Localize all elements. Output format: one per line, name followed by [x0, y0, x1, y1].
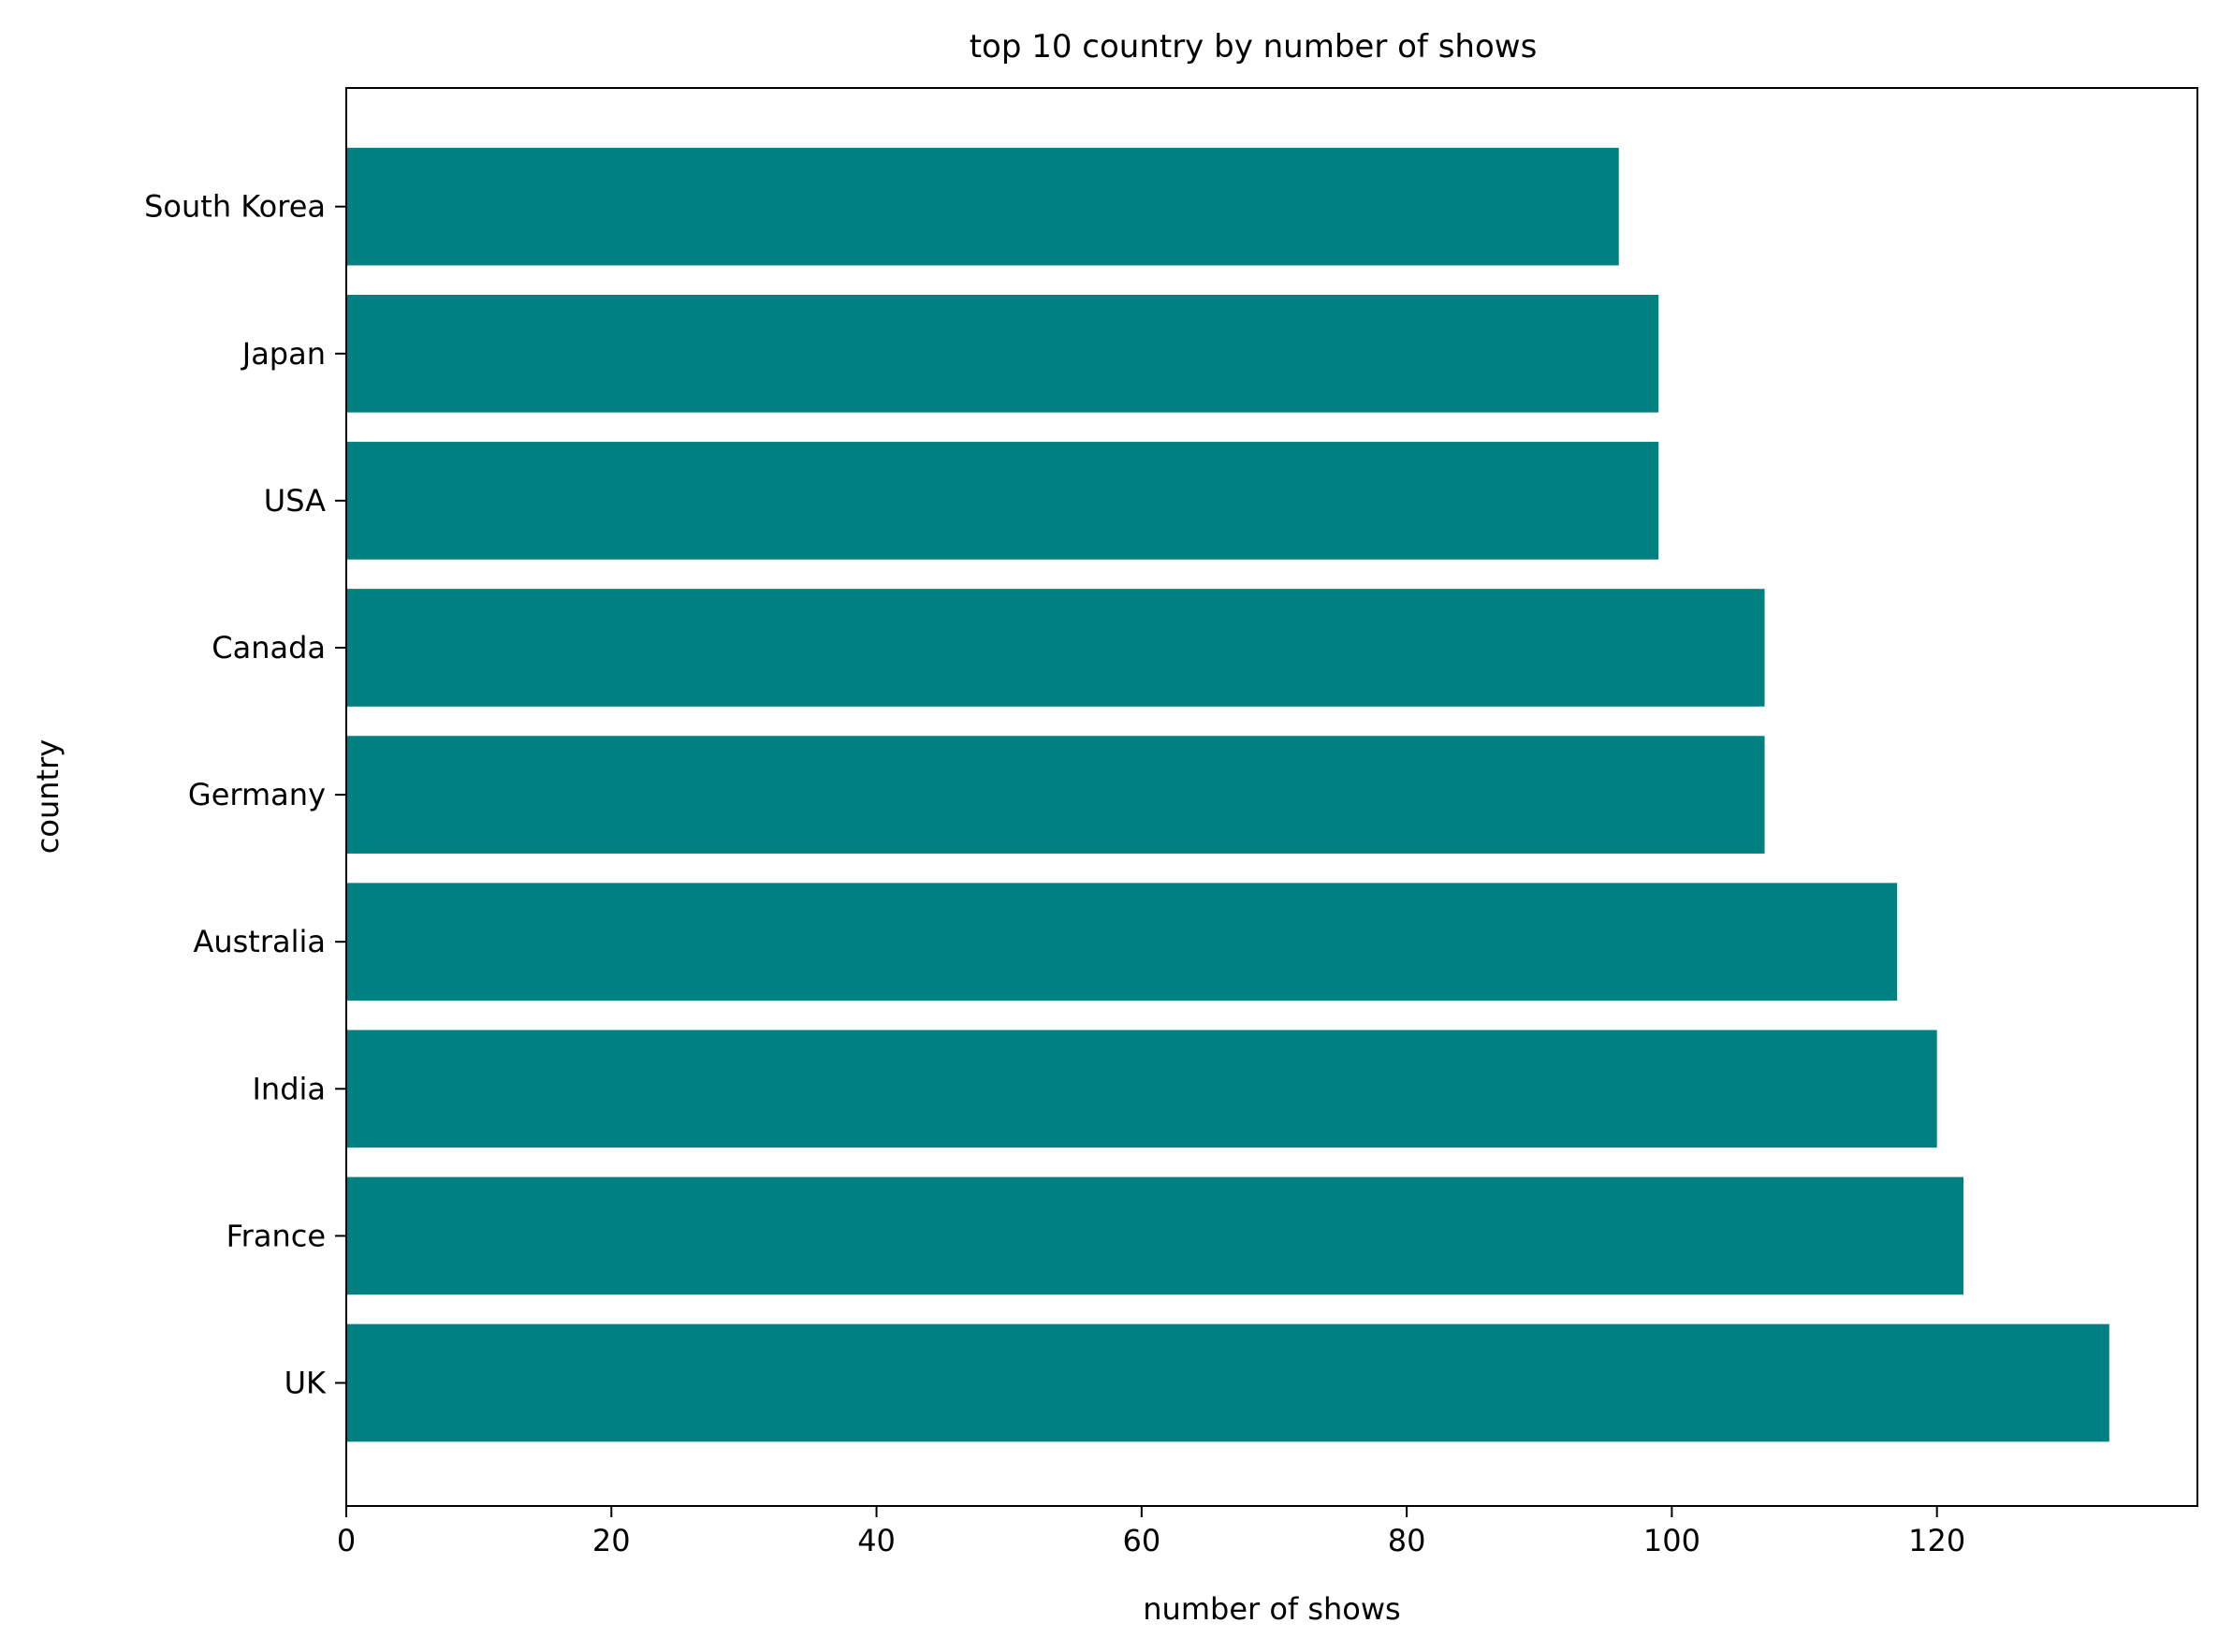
- y-axis-label: country: [30, 739, 66, 854]
- x-tick-label: 20: [592, 1523, 631, 1558]
- bar-uk: [346, 1323, 2109, 1442]
- bars-group: [346, 147, 2109, 1442]
- bar-usa: [346, 442, 1659, 560]
- x-tick-label: 80: [1388, 1523, 1426, 1558]
- y-tick-label-germany: Germany: [188, 777, 326, 812]
- y-tick-label-uk: UK: [285, 1366, 327, 1401]
- y-axis-ticks: UK France India Australia Germany Canada USA Ja…: [144, 189, 346, 1401]
- y-tick-label-japan: Japan: [241, 336, 326, 372]
- bar-south-korea: [346, 147, 1619, 266]
- bar-india: [346, 1030, 1937, 1148]
- x-tick-label: 60: [1122, 1523, 1160, 1558]
- y-tick-label-canada: Canada: [212, 630, 326, 665]
- bar-japan: [346, 294, 1659, 413]
- x-axis-label: number of shows: [1143, 1591, 1400, 1627]
- y-tick-label-india: India: [252, 1071, 326, 1106]
- y-tick-label-south-korea: South Korea: [144, 189, 326, 225]
- bar-france: [346, 1177, 1964, 1295]
- y-tick-label-usa: USA: [264, 483, 326, 519]
- x-tick-label: 40: [857, 1523, 896, 1558]
- x-tick-label: 120: [1908, 1523, 1965, 1558]
- bar-canada: [346, 589, 1765, 707]
- bar-germany: [346, 736, 1765, 854]
- y-tick-label-france: France: [226, 1218, 326, 1253]
- plot-frame: [345, 87, 2198, 1507]
- bar-australia: [346, 883, 1898, 1001]
- x-tick-label: 100: [1643, 1523, 1700, 1558]
- x-tick-label: 0: [337, 1523, 356, 1558]
- y-tick-label-australia: Australia: [193, 924, 326, 959]
- chart-title: top 10 country by number of shows: [970, 28, 1538, 66]
- x-axis-ticks: 0 20 40 60 80 100 120: [337, 1506, 1965, 1558]
